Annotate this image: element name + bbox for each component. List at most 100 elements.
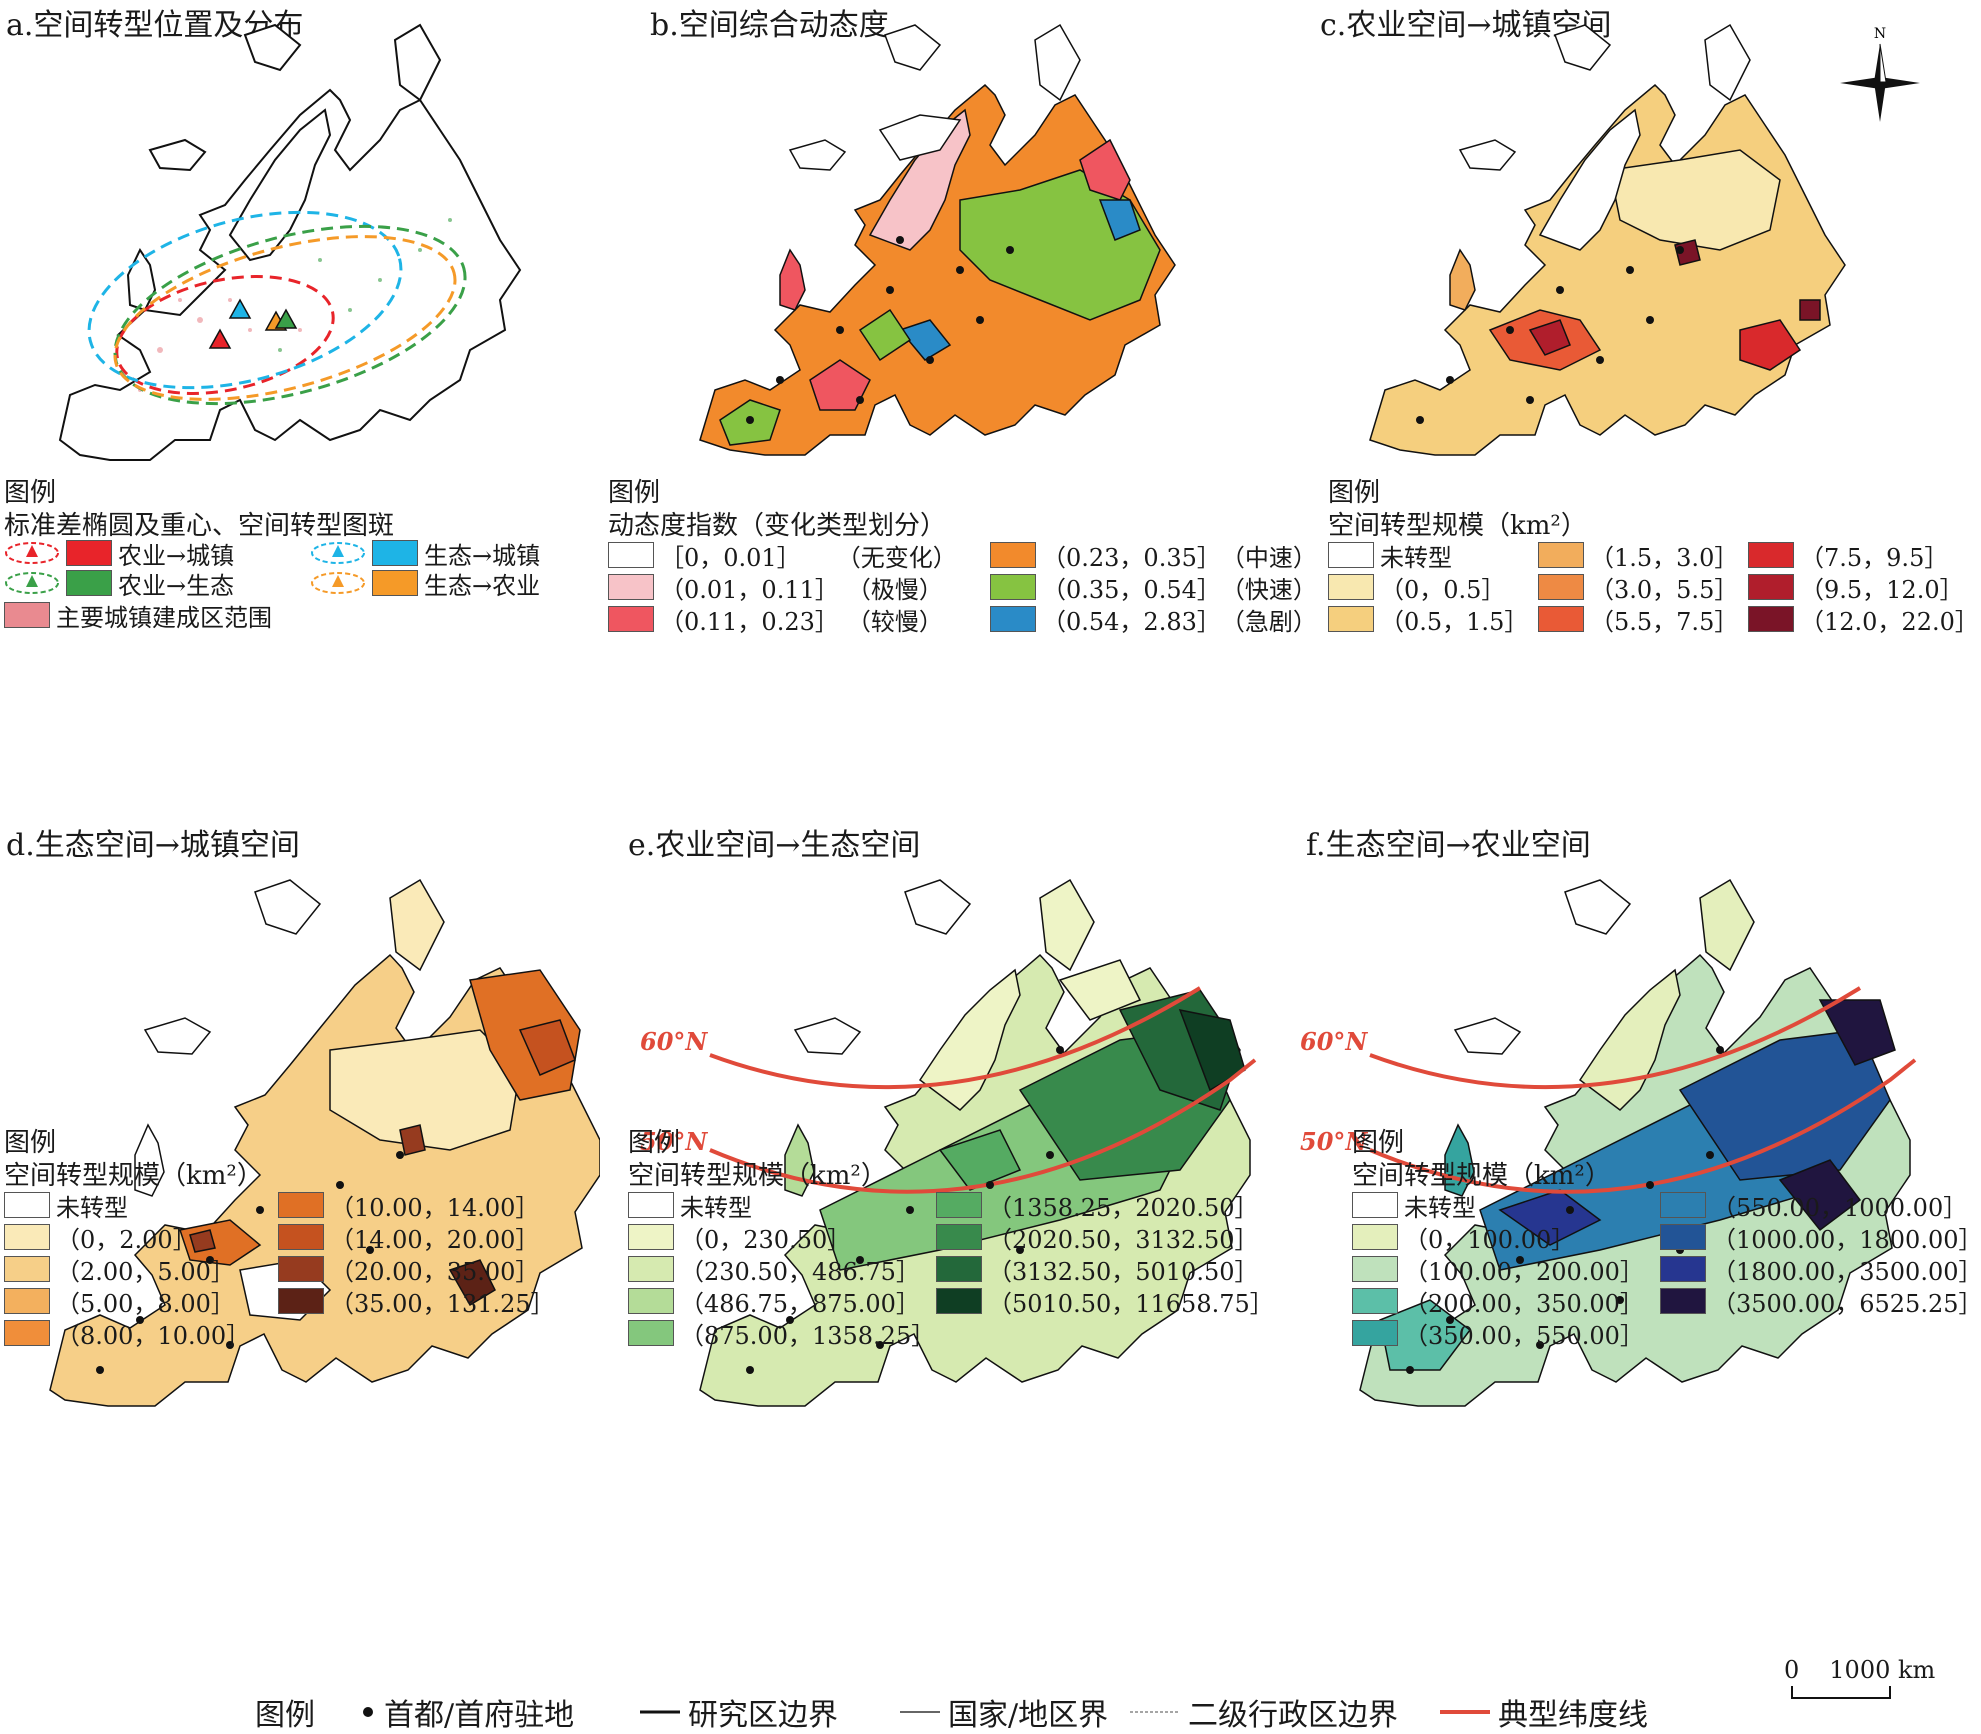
legend-e-item: （875.00，1358.25］ — [628, 1318, 935, 1350]
svalbard — [243, 23, 302, 72]
latitude-line-50 — [709, 1058, 1257, 1194]
legend-d-item: （2.00，5.00］ — [4, 1254, 235, 1286]
svg-text:N: N — [1874, 26, 1886, 42]
legend-c-item: （5.5，7.5］ — [1538, 604, 1738, 636]
legend-e-item: （5010.50，11658.75］ — [936, 1286, 1274, 1318]
panel-b-title: b.空间综合动态度 — [650, 8, 889, 43]
legend-e-item: （486.75，875.00］ — [628, 1286, 920, 1318]
legend-f-item: （1000.00，1800.00］ — [1660, 1222, 1981, 1254]
centroid-eco-urban — [228, 298, 252, 319]
legend-d-item: （5.00，8.00］ — [4, 1286, 235, 1318]
ellipse-agri-urban — [115, 275, 335, 395]
legend-f-item: （0，100.00］ — [1352, 1222, 1575, 1254]
panel-c-legend-sub: 空间转型规模（km²） — [1328, 511, 1587, 541]
panel-d-title: d.生态空间→城镇空间 — [6, 828, 300, 863]
legend-capital: 首都/首府驻地 — [360, 1690, 574, 1734]
bottom-legend-head: 图例 — [255, 1698, 315, 1733]
admin-boundary-line-icon — [1130, 1711, 1180, 1713]
legend-f-item: （3500.00，6525.25］ — [1660, 1286, 1981, 1318]
lat-label-50: 50°N — [640, 1127, 708, 1156]
panel-f-title: f.生态空间→农业空间 — [1306, 828, 1591, 863]
bottom-legend: 图例 首都/首府驻地 研究区边界 国家/地区界 二级行政区边界 典型纬度线 0 … — [0, 1656, 1981, 1733]
legend-admin-boundary: 二级行政区边界 — [1130, 1690, 1398, 1734]
legend-c-item: 未转型 — [1328, 540, 1452, 572]
legend-f-item: （200.00，350.00］ — [1352, 1286, 1644, 1318]
latitude-line-60 — [1369, 986, 1862, 1090]
panel-a-legend-head: 图例 — [4, 478, 57, 508]
legend-f-item: 未转型 — [1352, 1190, 1476, 1222]
latitude-line-icon — [1440, 1710, 1490, 1714]
legend-b-item: （0.11，0.23］ （较慢） — [608, 604, 943, 636]
legend-e-item: （3132.50，5010.50］ — [936, 1254, 1259, 1286]
legend-f-item: （550.00，1000.00］ — [1660, 1190, 1967, 1222]
legend-a-item: 农业→城镇 — [4, 538, 234, 570]
legend-country-border: 国家/地区界 — [900, 1690, 1108, 1734]
lat-label-50: 50°N — [1300, 1127, 1368, 1156]
panel-a-legend-sub: 标准差椭圆及重心、空间转型图斑 — [4, 511, 395, 541]
legend-a-item: 生态→农业 — [310, 568, 540, 600]
legend-e-item: （2020.50，3132.50］ — [936, 1222, 1259, 1254]
legend-d-item: （8.00，10.00］ — [4, 1318, 250, 1350]
panel-d-map — [49, 878, 600, 1407]
legend-a-item: 农业→生态 — [4, 568, 234, 600]
legend-b-item: （0.54，2.83］ （急剧） — [990, 604, 1317, 636]
panel-b-legend-sub: 动态度指数（变化类型划分） — [608, 511, 947, 541]
panel-f-legend-head: 图例 — [1352, 1128, 1405, 1158]
legend-e-item: 未转型 — [628, 1190, 752, 1222]
panel-e-map: 60°N 50°N — [640, 878, 1257, 1407]
panel-d-legend-sub: 空间转型规模（km²） — [4, 1161, 263, 1191]
panel-f-legend-sub: 空间转型规模（km²） — [1352, 1161, 1611, 1191]
britain — [126, 247, 157, 312]
panel-e-legend-head: 图例 — [628, 1128, 681, 1158]
latitude-line-60 — [709, 986, 1202, 1090]
panel-b-map — [699, 23, 1176, 456]
panel-e-legend-sub: 空间转型规模（km²） — [628, 1161, 887, 1191]
legend-f-item: （1800.00，3500.00］ — [1660, 1254, 1981, 1286]
lat-label-60: 60°N — [1300, 1027, 1368, 1056]
iceland — [148, 138, 207, 172]
legend-b-item: （0.01，0.11］ （极慢） — [608, 572, 943, 604]
legend-d-item: （20.00，35.00］ — [278, 1254, 539, 1286]
north-arrow-icon: N — [1840, 26, 1920, 122]
legend-c-item: （7.5，9.5］ — [1748, 540, 1948, 572]
panel-d-legend-head: 图例 — [4, 1128, 57, 1158]
legend-c-item: （3.0，5.5］ — [1538, 572, 1738, 604]
legend-f-item: （100.00，200.00］ — [1352, 1254, 1644, 1286]
legend-d-item: （35.00，131.25］ — [278, 1286, 555, 1318]
legend-c-item: （0.5，1.5］ — [1328, 604, 1528, 636]
latitude-line-50 — [1369, 1058, 1917, 1194]
legend-c-item: （9.5，12.0］ — [1748, 572, 1964, 604]
legend-f-item: （350.00，550.00］ — [1352, 1318, 1644, 1350]
legend-d-item: （0，2.00］ — [4, 1222, 197, 1254]
panel-a-map — [58, 23, 522, 461]
panel-c-legend-head: 图例 — [1328, 478, 1381, 508]
legend-b-item: （0.23，0.35］ （中速） — [990, 540, 1317, 572]
capital-dot-icon — [363, 1707, 373, 1717]
ellipse-eco-urban — [87, 210, 403, 390]
scale-bar-icon — [1791, 1686, 1891, 1699]
panel-e-title: e.农业空间→生态空间 — [628, 828, 921, 863]
legend-a-extra: 主要城镇建成区范围 — [4, 600, 272, 632]
legend-d-item: 未转型 — [4, 1190, 128, 1222]
legend-e-item: （1358.25，2020.50］ — [936, 1190, 1259, 1222]
centroid-agri-urban — [208, 328, 232, 349]
panel-c-map — [1369, 23, 1846, 456]
legend-c-item: （1.5，3.0］ — [1538, 540, 1738, 572]
legend-c-item: （12.0，22.0］ — [1748, 604, 1979, 636]
panel-f-map: 60°N 50°N — [1300, 878, 1917, 1407]
legend-b-item: ［0，0.01］ （无变化） — [608, 540, 957, 572]
legend-b-item: （0.35，0.54］ （快速） — [990, 572, 1317, 604]
legend-latitude-line: 典型纬度线 — [1440, 1690, 1648, 1734]
country-border-line-icon — [900, 1711, 940, 1713]
panel-b-legend-head: 图例 — [608, 478, 661, 508]
legend-e-item: （0，230.50］ — [628, 1222, 851, 1254]
legend-e-item: （230.50，486.75］ — [628, 1254, 920, 1286]
legend-study-boundary: 研究区边界 — [640, 1690, 838, 1734]
legend-d-item: （10.00，14.00］ — [278, 1190, 539, 1222]
legend-a-item: 生态→城镇 — [310, 538, 540, 570]
lat-label-60: 60°N — [640, 1027, 708, 1056]
ellipse-eco-agri — [113, 235, 457, 401]
scandinavia — [228, 108, 332, 262]
legend-d-item: （14.00，20.00］ — [278, 1222, 539, 1254]
novaya-zemlya — [393, 23, 442, 102]
